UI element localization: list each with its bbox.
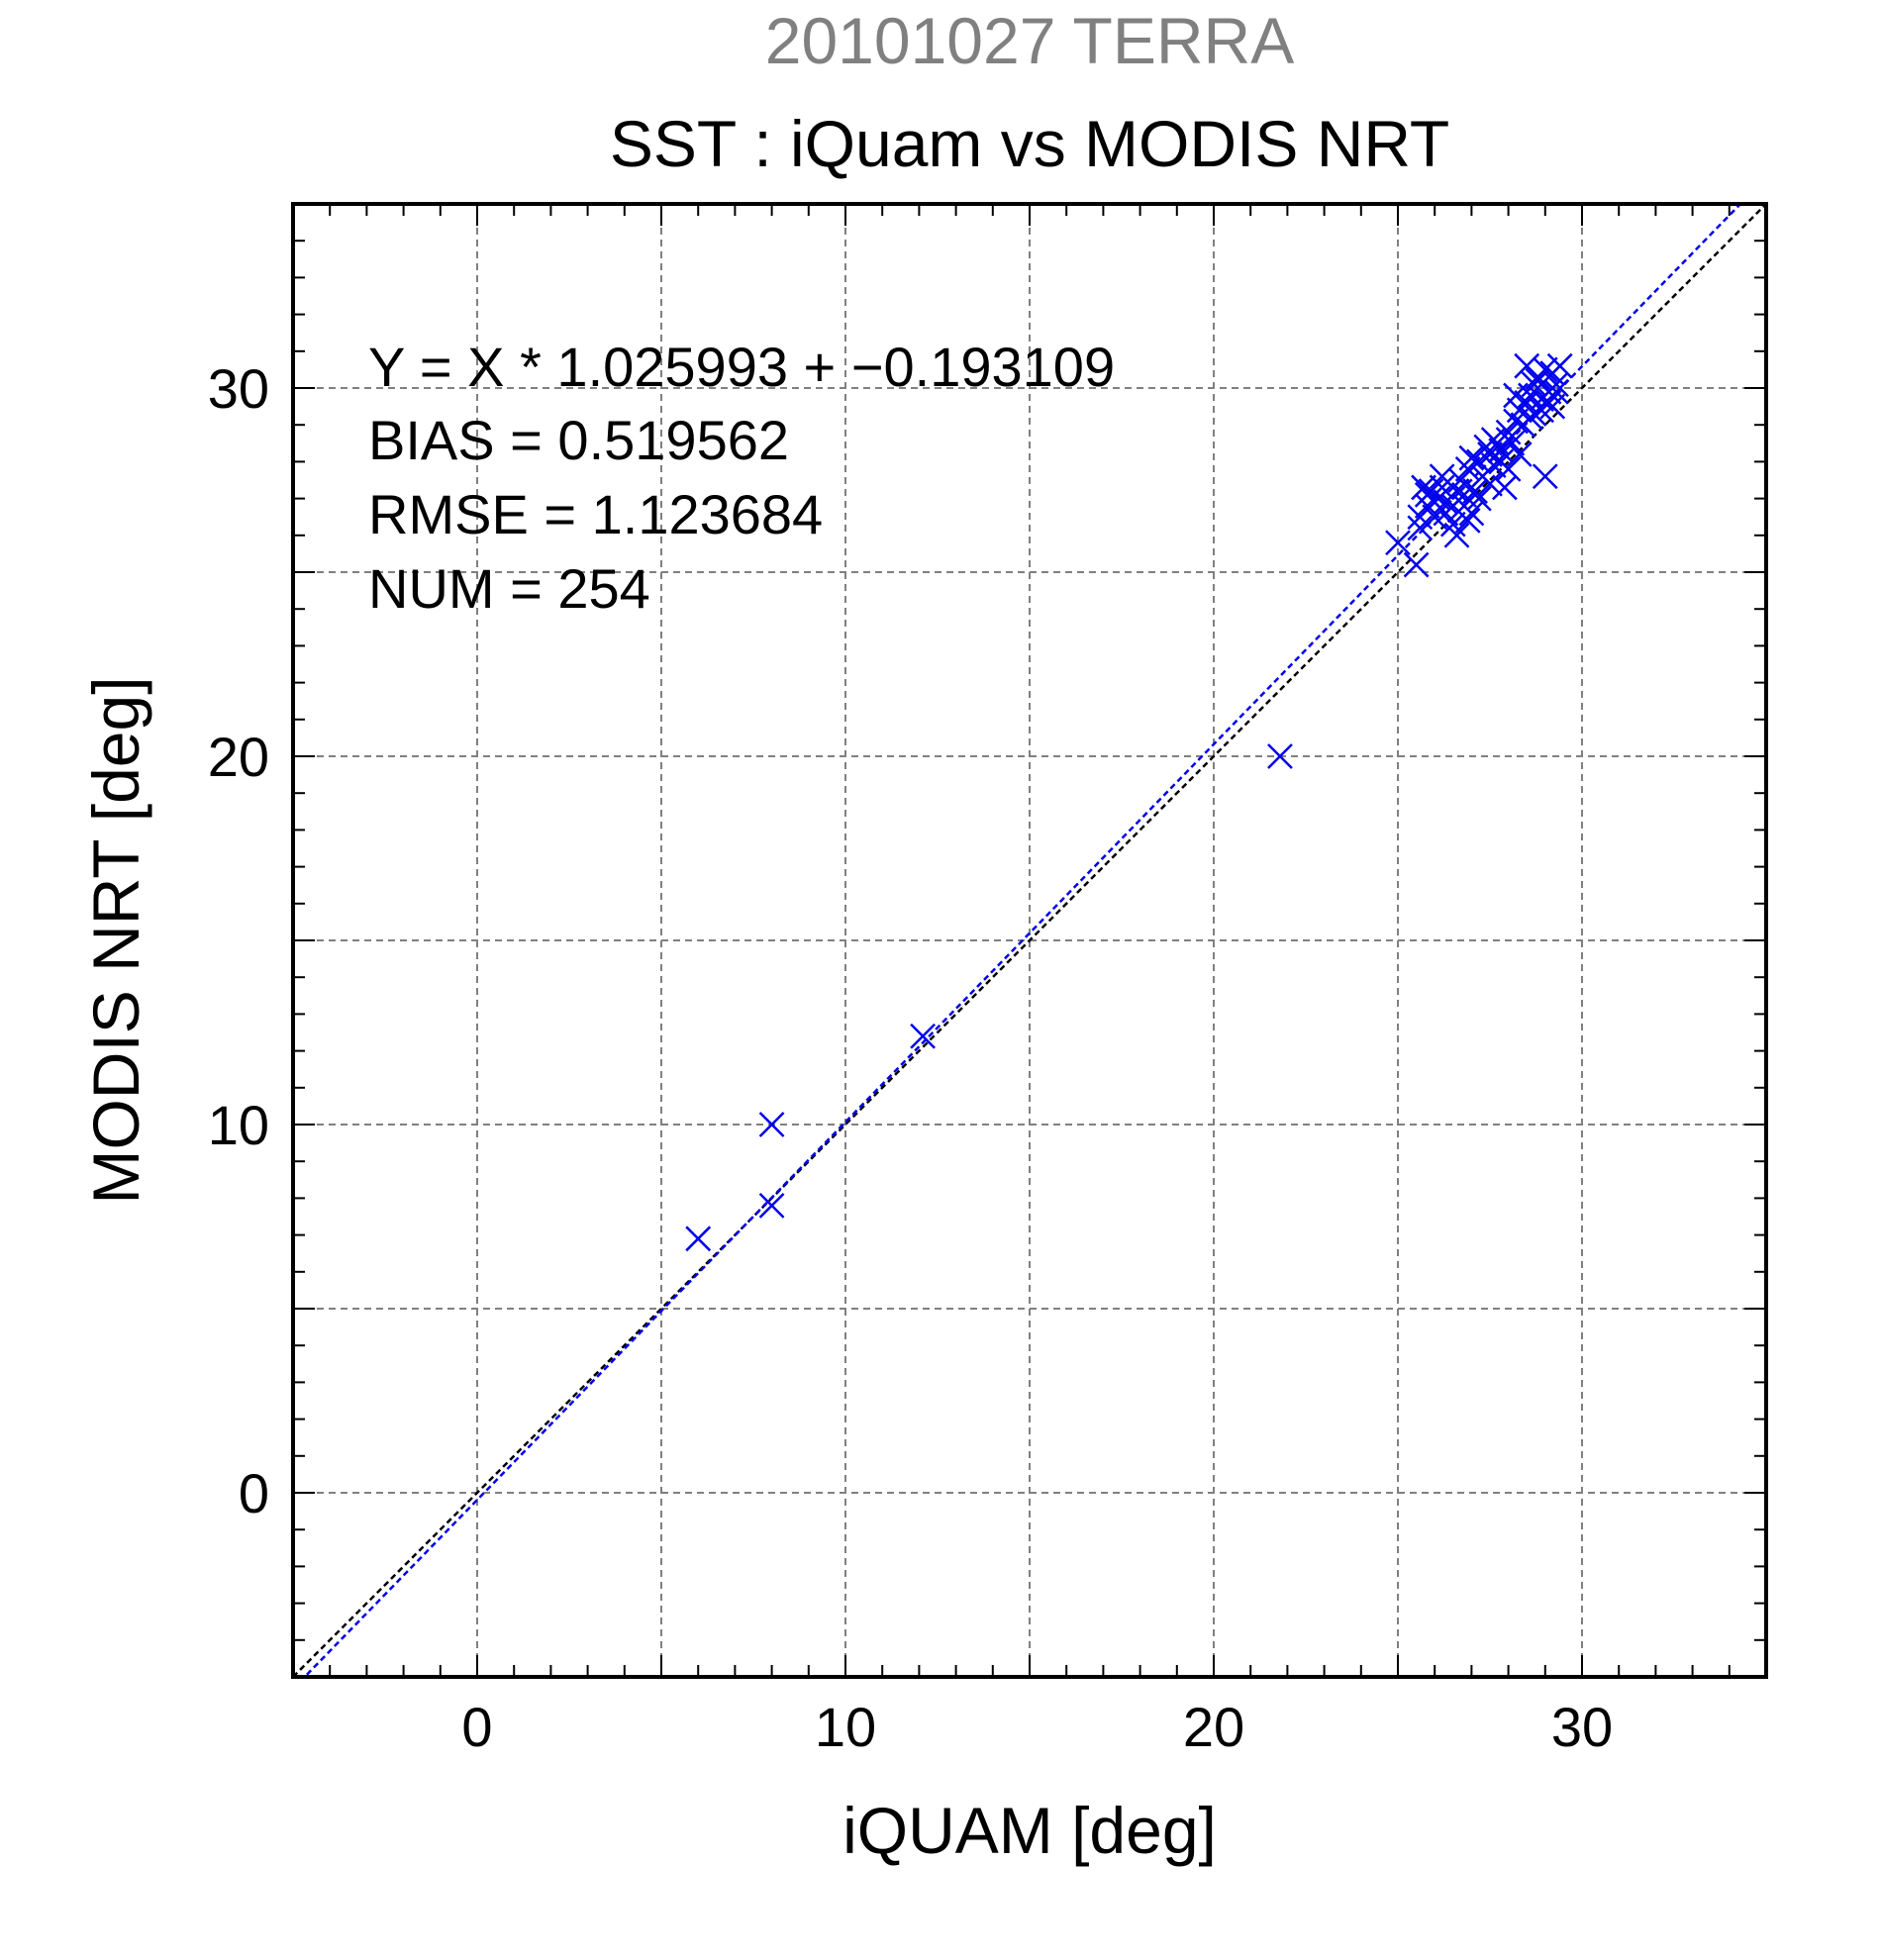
data-point bbox=[1506, 441, 1533, 467]
data-point bbox=[1458, 444, 1485, 471]
data-point bbox=[1503, 382, 1529, 409]
data-point bbox=[1518, 404, 1543, 431]
data-point bbox=[1462, 478, 1489, 505]
y-tick-label: 0 bbox=[239, 1462, 269, 1524]
x-tick-label: 0 bbox=[461, 1696, 492, 1758]
x-tick-label: 20 bbox=[1183, 1696, 1244, 1758]
data-point bbox=[1385, 530, 1411, 556]
data-point bbox=[1543, 378, 1569, 405]
fit-line bbox=[302, 204, 1742, 1677]
data-point bbox=[910, 1023, 937, 1049]
data-point bbox=[1465, 485, 1492, 512]
data-point bbox=[758, 1112, 785, 1137]
data-point bbox=[1429, 474, 1455, 501]
data-point bbox=[1439, 493, 1466, 519]
data-point bbox=[1403, 551, 1430, 578]
chart-title: 20101027 TERRA bbox=[765, 4, 1294, 77]
chart-subtitle: SST : iQuam vs MODIS NRT bbox=[610, 107, 1449, 180]
data-points bbox=[685, 352, 1573, 1252]
y-tick-labels: 0 10 20 30 bbox=[208, 357, 269, 1524]
y-tick-label: 20 bbox=[208, 726, 269, 788]
data-point bbox=[1532, 356, 1558, 383]
y-axis-label: MODIS NRT [deg] bbox=[79, 676, 152, 1204]
data-point bbox=[1407, 515, 1434, 541]
data-point bbox=[1514, 389, 1540, 416]
stats-annotation: Y = X * 1.025993 + −0.193109 BIAS = 0.51… bbox=[368, 336, 1115, 620]
data-point bbox=[1546, 352, 1573, 379]
data-point bbox=[1443, 522, 1470, 548]
stats-count: NUM = 254 bbox=[368, 557, 650, 620]
x-tick-label: 10 bbox=[815, 1696, 876, 1758]
x-tick-label: 30 bbox=[1551, 1696, 1613, 1758]
data-point bbox=[1539, 393, 1566, 420]
stats-bias: BIAS = 0.519562 bbox=[368, 409, 789, 471]
data-point bbox=[1532, 463, 1558, 490]
plot-frame bbox=[291, 202, 1768, 1679]
data-point bbox=[1495, 455, 1522, 482]
y-tick-label: 30 bbox=[208, 357, 269, 420]
data-point bbox=[1477, 470, 1503, 497]
data-point bbox=[1451, 493, 1477, 519]
stats-fit-equation: Y = X * 1.025993 + −0.193109 bbox=[368, 336, 1115, 398]
x-axis-label: iQUAM [deg] bbox=[842, 1794, 1217, 1867]
data-point bbox=[1267, 743, 1293, 769]
data-point bbox=[1414, 493, 1440, 519]
y-tick-label: 10 bbox=[208, 1094, 269, 1156]
x-tick-labels: 0 10 20 30 bbox=[461, 1696, 1613, 1758]
identity-line bbox=[293, 204, 1766, 1677]
data-point bbox=[1525, 367, 1551, 394]
data-point bbox=[1491, 474, 1518, 501]
reference-lines bbox=[293, 204, 1766, 1677]
stats-rmse: RMSE = 1.123684 bbox=[368, 483, 823, 545]
data-point bbox=[1480, 427, 1507, 452]
data-point bbox=[1429, 463, 1455, 490]
data-point bbox=[758, 1192, 785, 1219]
data-point bbox=[685, 1225, 712, 1252]
